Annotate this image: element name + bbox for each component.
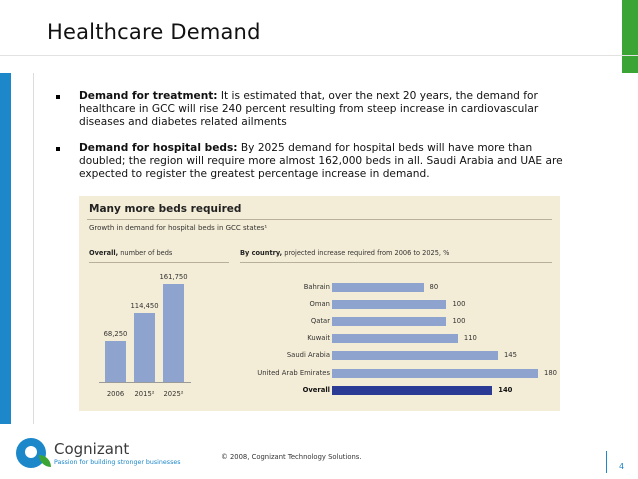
overall-bar <box>105 340 126 382</box>
copyright-text: © 2008, Cognizant Technology Solutions. <box>221 453 362 461</box>
bullet-heading: Demand for hospital beds: <box>79 141 238 154</box>
country-bar <box>332 334 458 344</box>
overall-bar-value: 68,250 <box>103 329 128 338</box>
country-bar <box>332 283 424 292</box>
overall-bar-category: 2015² <box>134 390 155 398</box>
country-bar <box>332 385 493 395</box>
country-bar-value: 100 <box>452 300 466 309</box>
overall-axis-line <box>99 382 191 383</box>
bullet-item-treatment: Demand for treatment: It is estimated th… <box>56 90 576 130</box>
country-bar <box>332 351 498 361</box>
country-panel-rule <box>240 262 552 263</box>
country-label: Oman <box>309 300 330 309</box>
country-heading-bold: By country, <box>240 249 283 257</box>
country-bar-value: 180 <box>544 368 557 377</box>
country-bar-value: 110 <box>463 334 477 343</box>
bullet-list: Demand for treatment: It is estimated th… <box>56 90 576 193</box>
logo-name: Cognizant <box>54 440 130 458</box>
country-bar-value: 100 <box>452 317 466 326</box>
overall-bar <box>163 284 184 382</box>
logo-mark-icon <box>16 438 46 468</box>
overall-bar-category: 2025² <box>163 390 184 398</box>
page-number-divider <box>606 451 607 473</box>
country-bar <box>332 317 447 327</box>
accent-bar-blue <box>0 73 11 424</box>
overall-bar-value: 114,450 <box>130 301 159 310</box>
logo-tagline: Passion for building stronger businesses <box>54 459 181 466</box>
country-label: Kuwait <box>307 334 330 343</box>
logo-leaf-icon <box>39 455 51 467</box>
chart-title: Many more beds required <box>89 203 242 215</box>
bullet-text: By 2025 demand for hospital beds will ha… <box>79 141 563 181</box>
country-label: Qatar <box>310 317 330 326</box>
chart-subtitle: Growth in demand for hospital beds in GC… <box>89 224 268 232</box>
overall-panel-heading: Overall, number of beds <box>89 249 172 257</box>
overall-panel-rule <box>89 262 229 263</box>
country-bar <box>332 368 538 378</box>
overall-bar-value: 161,750 <box>159 273 188 281</box>
country-bar-value: 80 <box>429 283 439 291</box>
page-number: 4 <box>619 462 625 471</box>
bullet-marker-icon <box>56 146 60 151</box>
country-label: Saudi Arabia <box>286 351 330 360</box>
overall-heading-bold: Overall, <box>89 249 119 257</box>
beds-chart-figure: Many more beds required Growth in demand… <box>79 196 560 411</box>
chart-title-rule <box>87 219 552 220</box>
bullet-heading: Demand for treatment: <box>79 90 218 102</box>
bullet-text: It is estimated that, over the next 20 y… <box>79 90 539 129</box>
country-panel-heading: By country, projected increase required … <box>240 249 449 257</box>
country-label: United Arab Emirates <box>257 368 330 377</box>
left-rule <box>33 73 34 424</box>
title-divider <box>0 55 638 56</box>
country-bar <box>332 300 447 310</box>
country-heading-rest: projected increase required from 2006 to… <box>282 249 450 257</box>
country-label: Bahrain <box>303 283 330 291</box>
overall-bar-category: 2006 <box>106 390 125 398</box>
overall-heading-rest: number of beds <box>118 249 173 257</box>
country-label: Overall <box>302 385 330 394</box>
overall-bar <box>134 312 155 382</box>
bullet-item-beds: Demand for hospital beds: By 2025 demand… <box>56 142 576 182</box>
bullet-marker-icon <box>56 95 60 99</box>
slide-title: Healthcare Demand <box>47 20 261 44</box>
country-bar-value: 145 <box>503 351 517 360</box>
country-bar-value: 140 <box>498 385 513 394</box>
accent-bar-green <box>622 0 638 73</box>
